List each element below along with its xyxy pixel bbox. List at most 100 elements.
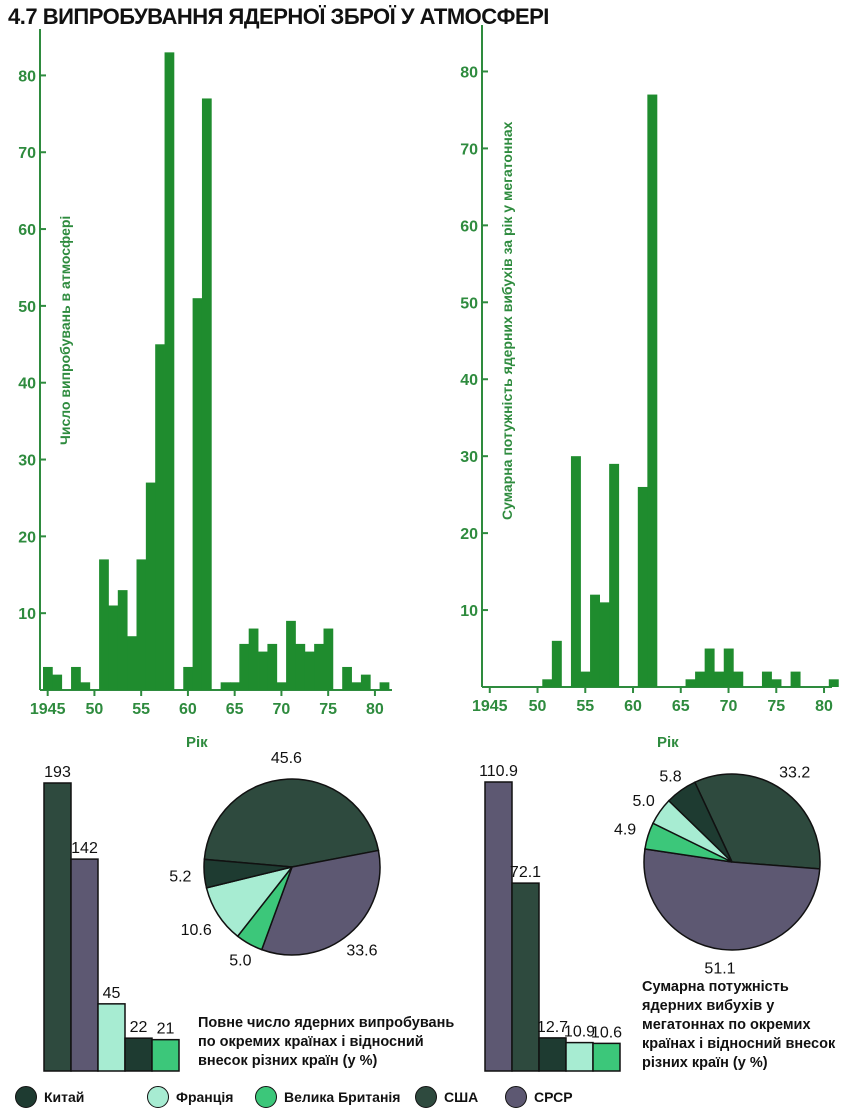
histogram-bar <box>704 648 715 687</box>
country-bar <box>538 1037 567 1072</box>
y-tick-label: 30 <box>18 453 36 470</box>
legend-label: Велика Британія <box>284 1089 401 1105</box>
histogram-bar <box>108 605 119 690</box>
bar-value-label: 110.9 <box>479 763 518 780</box>
pie-value-label: 45.6 <box>271 750 302 767</box>
x-tick-label: 60 <box>624 698 642 715</box>
x-tick-label: 70 <box>273 701 291 718</box>
histogram-bar <box>239 643 250 690</box>
ussr-swatch-icon <box>505 1086 527 1108</box>
y-tick-label: 30 <box>460 449 478 466</box>
pie-slice <box>260 849 381 956</box>
y-tick-label: 60 <box>18 222 36 239</box>
yield-caption-line: Сумарна потужність <box>642 979 789 995</box>
pie-slice <box>693 773 821 870</box>
y-tick-label: 80 <box>18 68 36 85</box>
histogram-bar <box>295 643 306 690</box>
y-tick-label: 80 <box>460 64 478 81</box>
histogram-bar <box>258 651 268 690</box>
x-tick-label: 60 <box>179 701 197 718</box>
histogram-bar <box>192 298 203 690</box>
histogram-bar <box>580 671 591 687</box>
x-tick-label: 65 <box>226 701 244 718</box>
y-tick-label: 10 <box>18 606 36 623</box>
x-tick-label: 75 <box>767 698 785 715</box>
histogram-bar <box>183 666 193 690</box>
x-tick-label: 70 <box>720 698 738 715</box>
yield-caption-line: мегатоннах по окремих <box>642 1017 811 1033</box>
y-tick-label: 50 <box>460 295 478 312</box>
y-tick-label: 50 <box>18 299 36 316</box>
x-tick-label: 65 <box>672 698 690 715</box>
legend-item-france: Франція <box>147 1086 233 1108</box>
histogram-bar <box>771 679 782 687</box>
legend-item-ussr: СРСР <box>505 1086 573 1108</box>
histogram-bar <box>155 344 165 690</box>
tests-histogram-xlabel: Рік <box>186 734 208 751</box>
histogram-bar <box>43 666 53 690</box>
pie-slice <box>203 778 380 868</box>
country-bar <box>151 1038 180 1072</box>
country-bar <box>70 858 99 1072</box>
histogram-bar <box>733 671 744 687</box>
histogram-bar <box>647 94 658 688</box>
tests-caption-line: Повне число ядерних випробувань <box>198 1015 455 1031</box>
pie-value-label: 33.6 <box>346 942 377 959</box>
x-tick-label: 1945 <box>472 698 508 715</box>
pie-value-label: 10.6 <box>181 922 212 939</box>
country-bar <box>484 781 513 1072</box>
x-tick-label: 50 <box>86 701 104 718</box>
x-tick-label: 80 <box>815 698 833 715</box>
yield-histogram-xlabel: Рік <box>657 734 679 751</box>
histogram-bar <box>304 651 315 690</box>
country-bar <box>511 882 540 1072</box>
y-tick-label: 10 <box>460 603 478 620</box>
pie-value-label: 5.8 <box>659 769 681 786</box>
histogram-bar <box>637 486 648 687</box>
bar-value-label: 10.6 <box>591 1024 622 1041</box>
y-tick-label: 40 <box>18 376 36 393</box>
pie-value-label: 5.2 <box>169 869 191 886</box>
histogram-bar <box>323 628 334 690</box>
histogram-bar <box>714 671 725 687</box>
histogram-bar <box>127 636 137 690</box>
histogram-bar <box>248 628 259 690</box>
histogram-bar <box>286 620 296 690</box>
bar-value-label: 22 <box>130 1019 148 1036</box>
pie-value-label: 33.2 <box>779 765 810 782</box>
histogram-bar <box>80 682 91 690</box>
histogram-bar <box>164 52 175 691</box>
y-tick-label: 70 <box>460 141 478 158</box>
histogram-bar <box>71 666 81 690</box>
histogram-bar <box>828 679 839 687</box>
histogram-bar <box>590 594 600 687</box>
histogram-bar <box>314 643 324 690</box>
country-bar <box>565 1041 594 1072</box>
bar-value-label: 10.9 <box>564 1024 595 1041</box>
country-bar <box>124 1037 153 1072</box>
legend-item-uk: Велика Британія <box>255 1086 400 1108</box>
legend: Китай Франція Велика Британія США СРСР <box>15 1086 835 1112</box>
usa-swatch-icon <box>415 1086 437 1108</box>
legend-label: США <box>444 1089 479 1105</box>
y-tick-label: 20 <box>460 526 478 543</box>
histogram-bar <box>136 559 147 690</box>
histogram-bar <box>276 682 287 690</box>
histogram-bar <box>790 671 801 687</box>
histogram-bar <box>551 640 562 687</box>
pie-value-label: 5.0 <box>633 793 655 810</box>
histogram-bar <box>761 671 772 687</box>
legend-item-china: Китай <box>15 1086 84 1108</box>
histogram-bar <box>52 674 63 690</box>
tests-histogram: 10 20 30 40 50 60 70 80 1945 50 55 60 65 70 75 80 <box>18 29 392 718</box>
histogram-bar <box>599 602 610 687</box>
legend-label: СРСР <box>534 1089 573 1105</box>
x-tick-label: 80 <box>366 701 384 718</box>
histogram-bar <box>695 671 706 687</box>
histogram-bar <box>342 666 352 690</box>
yield-caption-line: країнах і відносний внесок <box>642 1036 836 1052</box>
france-swatch-icon <box>147 1086 169 1108</box>
y-tick-label: 60 <box>460 218 478 235</box>
tests-caption: Повне число ядерних випробувань по окрем… <box>198 1014 454 1071</box>
